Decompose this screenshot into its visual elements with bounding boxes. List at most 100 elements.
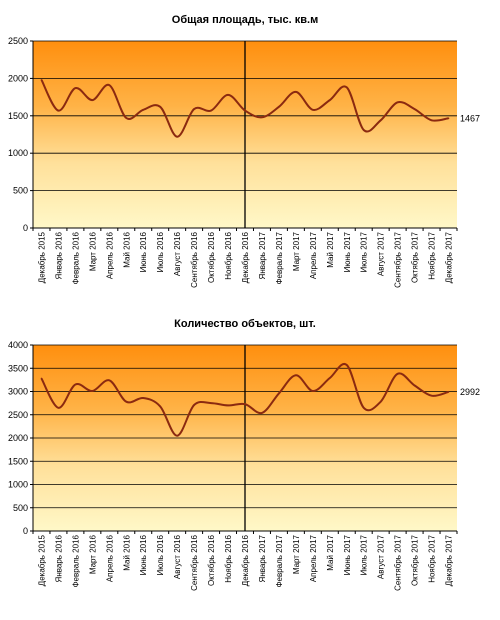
data-point <box>227 94 229 96</box>
x-tick-label: Сентябрь 2017 <box>394 534 403 590</box>
data-point <box>295 91 297 93</box>
x-tick-label: Июль 2017 <box>360 534 369 575</box>
x-tick-label: Апрель 2017 <box>309 231 318 279</box>
data-point <box>345 364 348 366</box>
data-point <box>312 109 314 111</box>
x-tick-label: Август 2016 <box>173 231 182 276</box>
x-tick-label: Август 2016 <box>173 534 182 579</box>
data-point <box>125 117 128 119</box>
y-tick-label: 3000 <box>8 387 28 397</box>
data-point <box>396 101 399 104</box>
x-tick-label: Май 2017 <box>326 231 335 267</box>
x-tick-label: Август 2017 <box>377 534 386 579</box>
chart-title: Количество объектов, шт. <box>174 318 316 330</box>
x-tick-label: Ноябрь 2017 <box>428 231 437 279</box>
x-tick-label: Март 2016 <box>88 231 97 271</box>
x-tick-label: Апрель 2017 <box>309 534 318 582</box>
data-point <box>413 384 416 387</box>
x-tick-label: Февраль 2017 <box>275 534 284 587</box>
data-point <box>244 109 246 112</box>
x-tick-label: Февраль 2017 <box>275 231 284 284</box>
y-tick-label: 0 <box>23 223 28 233</box>
data-point <box>74 383 77 386</box>
data-point <box>278 106 280 108</box>
data-point <box>379 400 382 403</box>
x-tick-label: Ноябрь 2017 <box>428 534 437 582</box>
data-point <box>142 109 145 111</box>
data-point <box>91 390 94 392</box>
x-tick-label: Сентябрь 2016 <box>190 231 199 287</box>
y-tick-label: 500 <box>13 186 28 196</box>
x-tick-label: Январь 2016 <box>54 231 63 279</box>
data-point <box>413 108 416 110</box>
last-value-label: 1467 <box>460 113 480 123</box>
data-point <box>91 99 94 101</box>
x-tick-label: Май 2016 <box>122 534 131 570</box>
data-point <box>159 405 161 408</box>
data-point <box>447 117 450 120</box>
x-tick-label: Октябрь 2017 <box>411 534 420 586</box>
x-tick-label: Февраль 2016 <box>71 231 80 284</box>
x-tick-label: Март 2016 <box>88 534 97 574</box>
x-tick-label: Июнь 2017 <box>343 231 352 272</box>
x-tick-label: Октябрь 2016 <box>207 534 216 586</box>
x-tick-label: Март 2017 <box>292 534 301 574</box>
data-point <box>40 79 43 81</box>
x-tick-label: Декабрь 2015 <box>37 534 46 586</box>
x-tick-label: Январь 2017 <box>258 534 267 582</box>
x-tick-label: Октябрь 2016 <box>207 231 216 283</box>
area-chart: Общая площадь, тыс. кв.м 0 500 1000 1500 2000… <box>8 14 480 288</box>
x-tick-label: Март 2017 <box>292 231 301 271</box>
x-tick-label: Сентябрь 2017 <box>394 231 403 287</box>
data-point <box>261 116 263 119</box>
data-point <box>362 129 365 131</box>
x-tick-label: Июль 2016 <box>156 231 165 272</box>
data-point <box>329 377 331 379</box>
x-tick-label: Декабрь 2017 <box>445 231 454 283</box>
x-tick-label: Июнь 2016 <box>139 534 148 575</box>
x-tick-label: Июль 2016 <box>156 534 165 575</box>
data-point <box>345 86 348 89</box>
y-tick-label: 500 <box>13 503 28 513</box>
data-point <box>176 135 178 138</box>
y-tick-label: 2000 <box>8 433 28 443</box>
x-tick-label: Ноябрь 2016 <box>224 231 233 279</box>
data-point <box>312 390 314 392</box>
x-tick-label: Декабрь 2017 <box>445 534 454 586</box>
last-value-label: 2992 <box>460 387 480 397</box>
x-tick-label: Сентябрь 2016 <box>190 534 199 590</box>
data-point <box>379 119 382 122</box>
x-tick-label: Май 2017 <box>326 534 335 570</box>
data-point <box>227 404 229 407</box>
x-tick-label: Июнь 2016 <box>139 231 148 272</box>
data-point <box>430 119 433 122</box>
data-point <box>108 84 111 86</box>
data-point <box>244 403 246 405</box>
y-tick-label: 1000 <box>8 148 28 158</box>
x-tick-label: Июнь 2017 <box>343 534 352 575</box>
x-tick-label: Август 2017 <box>377 231 386 276</box>
data-point <box>57 109 60 112</box>
y-tick-label: 2000 <box>8 73 28 83</box>
data-point <box>176 434 178 437</box>
y-tick-label: 1500 <box>8 456 28 466</box>
data-point <box>74 87 77 89</box>
data-point <box>295 374 297 377</box>
x-tick-label: Декабрь 2016 <box>241 231 250 283</box>
data-point <box>261 412 263 414</box>
x-tick-label: Декабрь 2016 <box>241 534 250 586</box>
data-point <box>142 397 145 399</box>
data-point <box>278 392 280 395</box>
y-tick-label: 1000 <box>8 480 28 490</box>
data-point <box>159 106 161 108</box>
chart-title: Общая площадь, тыс. кв.м <box>172 14 318 26</box>
data-point <box>329 99 331 101</box>
data-point <box>396 373 399 375</box>
y-tick-label: 2500 <box>8 410 28 420</box>
x-tick-label: Май 2016 <box>122 231 131 267</box>
y-tick-label: 4000 <box>8 340 28 350</box>
x-tick-label: Июль 2017 <box>360 231 369 272</box>
data-point <box>108 379 111 382</box>
data-point <box>40 377 43 380</box>
x-tick-label: Январь 2016 <box>54 534 63 582</box>
